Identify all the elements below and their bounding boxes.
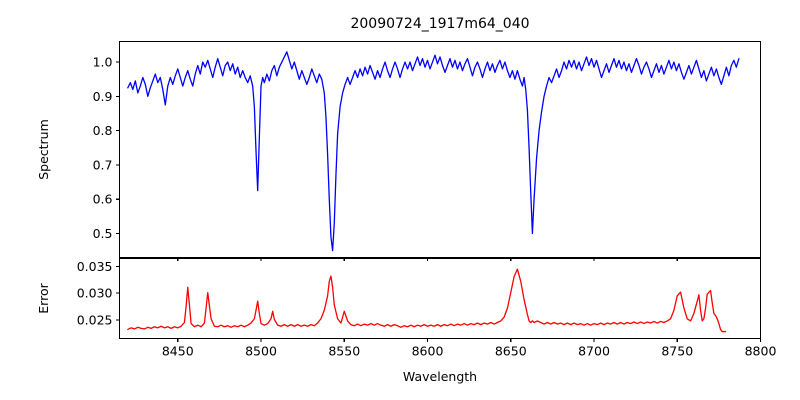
spectrum-panel-frame <box>118 40 762 259</box>
spectrum-panel-ytick-label: 0.6 <box>93 192 113 207</box>
page-title: 20090724_1917m64_040 <box>350 16 529 32</box>
xtick-label: 8600 <box>412 344 444 359</box>
xtick-label: 8800 <box>745 344 777 359</box>
xtick-label: 8650 <box>495 344 527 359</box>
error-panel-ytick-label: 0.025 <box>77 312 113 327</box>
spectrum-panel-ytick-label: 1.0 <box>93 55 113 70</box>
error-panel-frame <box>118 257 762 340</box>
xtick-label: 8450 <box>162 344 194 359</box>
xtick-label: 8750 <box>661 344 693 359</box>
spectrum-panel: 0.5 0.6 0.7 0.8 0.9 1.0 Spectrum <box>36 40 762 261</box>
spectrum-panel-ytick-label: 0.9 <box>93 89 113 104</box>
spectrum-panel-ytick-label: 0.7 <box>93 157 113 172</box>
spectrum-panel-dataline <box>127 51 740 252</box>
xlabel: Wavelength <box>403 369 477 384</box>
error-panel: 0.025 0.030 0.035 8450 8500 8550 8600 8650 8700 8… <box>36 257 777 359</box>
xtick-label: 8550 <box>328 344 360 359</box>
error-panel-ytick-label: 0.035 <box>77 259 113 274</box>
error-panel-ytick-label: 0.030 <box>77 286 113 301</box>
error-panel-dataline <box>127 268 727 333</box>
spectrum-panel-ytick-label: 0.5 <box>93 226 113 241</box>
xtick-label: 8700 <box>578 344 610 359</box>
spectrum-panel-ylabel: Spectrum <box>36 119 51 180</box>
error-panel-ylabel: Error <box>36 282 51 313</box>
spectrum-panel-ytick-label: 0.8 <box>93 123 113 138</box>
xtick-label: 8500 <box>245 344 277 359</box>
